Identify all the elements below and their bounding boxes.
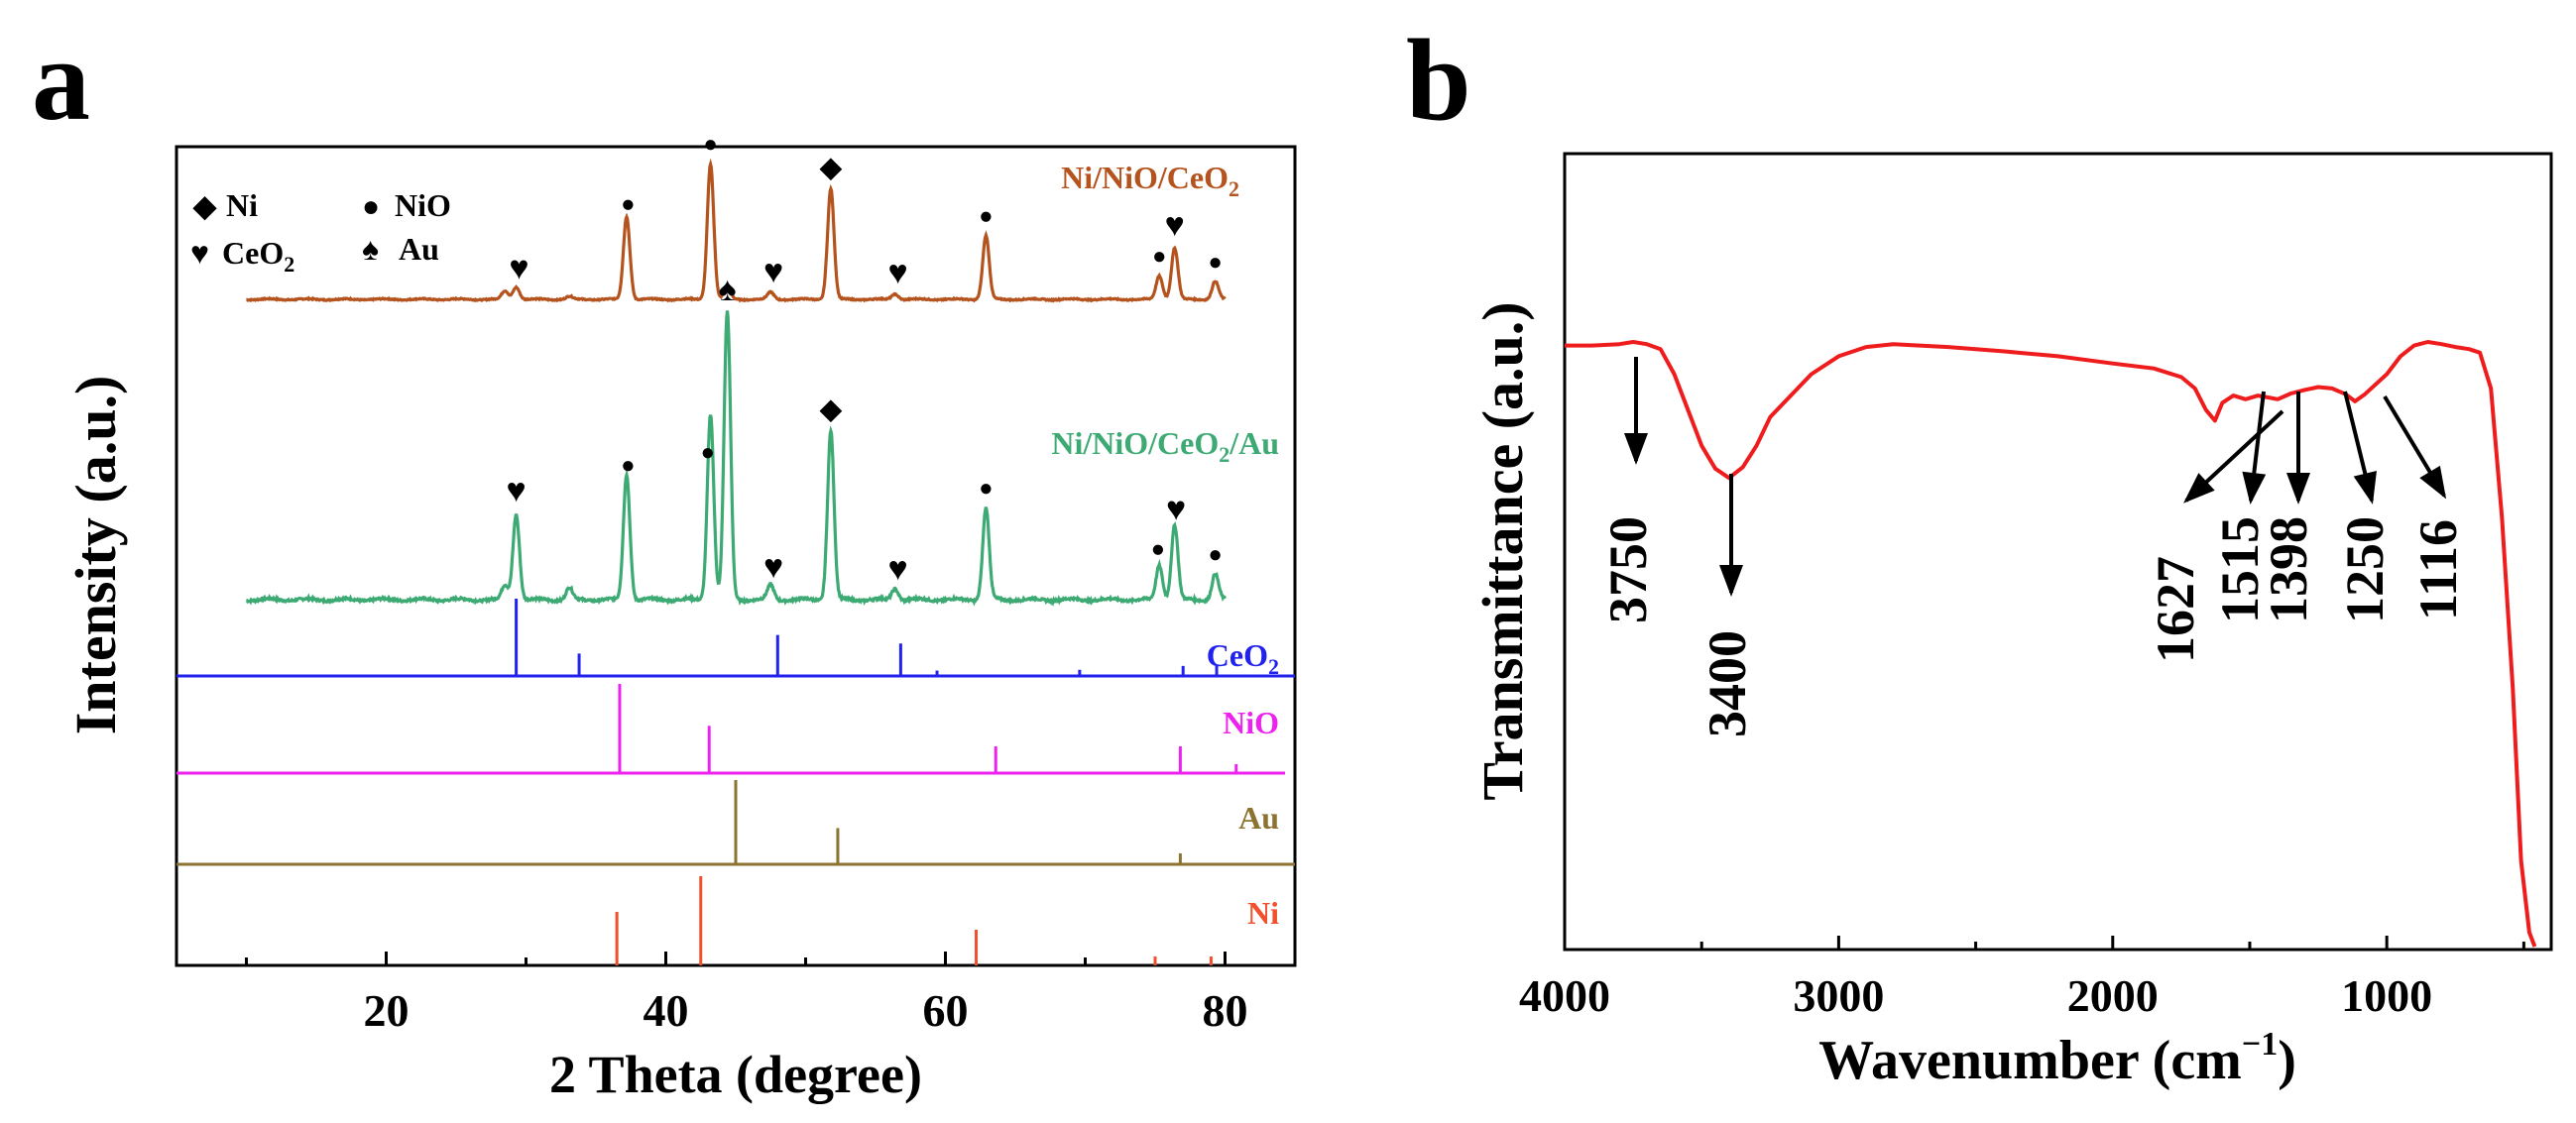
xrd-marker-dot-ni-nio-ceo2: ● <box>1208 250 1223 276</box>
xrd-marker-heart-ni-nio-ceo2-au: ♥ <box>763 549 783 586</box>
xrd-trace-ni-nio-ceo2-au <box>245 310 1227 608</box>
xrd-marker-dot-ni-nio-ceo2-au: ● <box>621 453 636 479</box>
legend-symbol-au: ♠ <box>362 231 379 267</box>
xrd-marker-dot-ni-nio-ceo2: ● <box>703 132 718 158</box>
ftir-arrowhead-1398 <box>2286 473 2310 505</box>
ftir-peak-label-3750: 3750 <box>1598 516 1658 623</box>
xrd-marker-diamond-ni-nio-ceo2-au: ◆ <box>819 394 843 425</box>
xrd-marker-dot-ni-nio-ceo2-au: ● <box>1151 536 1166 562</box>
xrd-legend: ◆ Ni ● NiO ♥ CeO2 ♠ Au <box>190 187 451 277</box>
legend-symbol-ni: ◆ <box>192 190 217 223</box>
xrd-ref-label-ni: Ni <box>1247 895 1279 931</box>
xrd-marker-spade-ni-nio-ceo2-au: ♠ <box>719 272 737 308</box>
xrd-y-axis-label: Intensity (a.u.) <box>63 376 128 735</box>
ftir-arrowhead-1627 <box>2183 473 2215 504</box>
legend-symbol-nio: ● <box>362 190 380 223</box>
xrd-marker-dot-ni-nio-ceo2: ● <box>1152 244 1167 270</box>
xrd-marker-heart-ni-nio-ceo2: ♥ <box>1165 207 1185 244</box>
xrd-marker-dot-ni-nio-ceo2-au: ● <box>701 440 716 466</box>
xrd-series-label-ni-nio-ceo2: Ni/NiO/CeO2 <box>1061 160 1239 201</box>
ftir-arrowhead-1515 <box>2242 471 2267 505</box>
ftir-peak-label-1515: 1515 <box>2210 516 2270 623</box>
legend-symbol-ceo2: ♥ <box>190 235 209 271</box>
ftir-arrowhead-1116 <box>2419 465 2447 500</box>
xrd-marker-heart-ni-nio-ceo2: ♥ <box>509 250 528 286</box>
ftir-peak-label-3400: 3400 <box>1698 630 1757 737</box>
xrd-trace-ni-nio-ceo2 <box>246 158 1227 303</box>
xrd-x-tick-label: 80 <box>1203 985 1248 1036</box>
ftir-x-tick-label: 2000 <box>2067 970 2159 1021</box>
xrd-marker-heart-ni-nio-ceo2-au: ♥ <box>1166 491 1186 527</box>
panel-letter-b: b <box>1406 15 1471 145</box>
ftir-arrowhead-3750 <box>1624 433 1648 465</box>
xrd-x-axis-label: 2 Theta (degree) <box>549 1045 922 1104</box>
ftir-y-axis-label: Transmittance (a.u.) <box>1470 301 1535 800</box>
ftir-x-tick-label: 1000 <box>2341 970 2432 1021</box>
xrd-marker-heart-ni-nio-ceo2-au: ♥ <box>507 473 527 509</box>
xrd-x-tick-label: 20 <box>364 985 410 1036</box>
xrd-series-label-ni-nio-ceo2-au: Ni/NiO/CeO2/Au <box>1051 425 1279 467</box>
xrd-marker-dot-ni-nio-ceo2-au: ● <box>1208 542 1223 568</box>
xrd-ref-label-ceo2: CeO2 <box>1207 637 1279 679</box>
xrd-ref-label-nio: NiO <box>1223 705 1279 740</box>
xrd-x-tick-label: 60 <box>923 985 969 1036</box>
xrd-x-tick-label: 40 <box>644 985 689 1036</box>
ftir-arrowhead-3400 <box>1719 565 1743 597</box>
xrd-marker-dot-ni-nio-ceo2: ● <box>979 204 994 230</box>
xrd-marker-dot-ni-nio-ceo2: ● <box>621 192 636 218</box>
legend-label-nio: NiO <box>395 187 451 223</box>
panel-letter-a: a <box>32 15 90 145</box>
ftir-x-tick-label: 3000 <box>1793 970 1884 1021</box>
legend-label-ni: Ni <box>226 187 258 223</box>
ftir-peak-label-1627: 1627 <box>2146 556 2205 663</box>
legend-label-au: Au <box>399 231 439 267</box>
xrd-marker-heart-ni-nio-ceo2: ♥ <box>887 255 907 291</box>
xrd-marker-heart-ni-nio-ceo2-au: ♥ <box>887 551 907 588</box>
xrd-plot-frame <box>175 145 1297 967</box>
legend-label-ceo2: CeO2 <box>222 235 294 277</box>
ftir-arrowhead-1250 <box>2353 470 2377 505</box>
ftir-plot-frame <box>1563 152 2553 952</box>
ftir-trace <box>1565 340 2537 948</box>
ftir-x-axis-label: Wavenumber (cm−1) <box>1818 1026 2296 1091</box>
ftir-peak-label-1250: 1250 <box>2335 516 2395 623</box>
ftir-peak-label-1398: 1398 <box>2259 516 2318 623</box>
xrd-ref-label-au: Au <box>1238 800 1279 836</box>
ftir-peak-label-1116: 1116 <box>2408 519 2468 620</box>
xrd-marker-dot-ni-nio-ceo2-au: ● <box>979 476 994 502</box>
ftir-x-tick-label: 4000 <box>1519 970 1610 1021</box>
xrd-marker-diamond-ni-nio-ceo2: ◆ <box>819 153 843 183</box>
xrd-marker-heart-ni-nio-ceo2: ♥ <box>763 254 783 290</box>
